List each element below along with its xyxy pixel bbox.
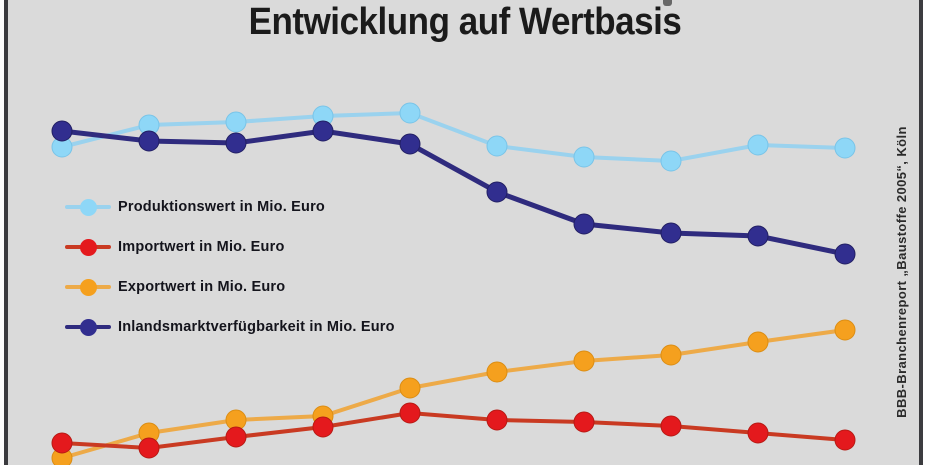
importwert-point-8 [660, 415, 682, 437]
legend-marker-importwert [65, 236, 111, 258]
dot-swatch-icon [79, 238, 97, 256]
exportwert-point-5 [399, 377, 421, 399]
importwert-point-5 [399, 402, 421, 424]
left-margin-strip [0, 0, 4, 465]
exportwert-line [61, 328, 846, 460]
produktionswert-point-6 [486, 135, 508, 157]
inlandsmarktverfuegbarkeit-point-3 [225, 132, 247, 154]
produktionswert-point-7 [573, 146, 595, 168]
dot-swatch-icon [79, 278, 97, 296]
inlandsmarktverfuegbarkeit-point-7 [573, 213, 595, 235]
legend-marker-produktionswert [65, 196, 111, 218]
source-citation: BBB-Branchenreport „Baustoffe 2005“, Köl… [894, 126, 909, 418]
produktionswert-point-10 [834, 137, 856, 159]
importwert-point-7 [573, 411, 595, 433]
exportwert-point-8 [660, 344, 682, 366]
importwert-point-3 [225, 426, 247, 448]
legend-marker-exportwert [65, 276, 111, 298]
inlandsmarktverfuegbarkeit-point-5 [399, 133, 421, 155]
legend-item-produktionswert: Produktionswert in Mio. Euro [65, 196, 325, 218]
legend-item-importwert: Importwert in Mio. Euro [65, 236, 285, 258]
importwert-point-9 [747, 422, 769, 444]
inlandsmarktverfuegbarkeit-point-9 [747, 225, 769, 247]
inlandsmarktverfuegbarkeit-point-1 [51, 120, 73, 142]
inlandsmarktverfuegbarkeit-point-8 [660, 222, 682, 244]
dot-swatch-icon [79, 318, 97, 336]
importwert-point-1 [51, 432, 73, 454]
produktionswert-line [61, 110, 846, 164]
importwert-point-6 [486, 409, 508, 431]
produktionswert-point-8 [660, 150, 682, 172]
importwert-point-2 [138, 437, 160, 459]
legend-label: Inlandsmarktverfügbarkeit in Mio. Euro [118, 319, 395, 335]
importwert-point-4 [312, 416, 334, 438]
right-margin-strip [923, 0, 930, 465]
produktionswert-point-3 [225, 111, 247, 133]
inlandsmarktverfuegbarkeit-line [61, 128, 846, 257]
exportwert-point-9 [747, 331, 769, 353]
inlandsmarktverfuegbarkeit-point-4 [312, 120, 334, 142]
inlandsmarktverfuegbarkeit-point-2 [138, 130, 160, 152]
frame-border-left [4, 0, 8, 465]
inlandsmarktverfuegbarkeit-point-6 [486, 181, 508, 203]
legend-label: Exportwert in Mio. Euro [118, 279, 286, 295]
inlandsmarktverfuegbarkeit-point-10 [834, 243, 856, 265]
legend-item-inlandsmarktverfuegbarkeit: Inlandsmarktverfügbarkeit in Mio. Euro [65, 316, 395, 338]
produktionswert-point-5 [399, 102, 421, 124]
importwert-point-10 [834, 429, 856, 451]
frame-border-right [919, 0, 923, 465]
exportwert-point-7 [573, 350, 595, 372]
importwert-line [61, 410, 846, 451]
chart-title: Entwicklung auf Wertbasis [248, 1, 682, 43]
legend-item-exportwert: Exportwert in Mio. Euro [65, 276, 285, 298]
exportwert-point-10 [834, 319, 856, 341]
produktionswert-point-9 [747, 134, 769, 156]
legend-label: Produktionswert in Mio. Euro [118, 199, 325, 215]
dot-swatch-icon [79, 198, 97, 216]
cropped-text-remnant [663, 0, 672, 6]
exportwert-point-6 [486, 361, 508, 383]
legend-label: Importwert in Mio. Euro [118, 239, 285, 255]
legend-marker-inlandsmarktverfuegbarkeit [65, 316, 111, 338]
